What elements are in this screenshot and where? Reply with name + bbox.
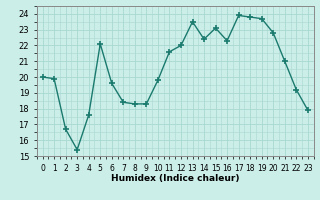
X-axis label: Humidex (Indice chaleur): Humidex (Indice chaleur) <box>111 174 239 183</box>
